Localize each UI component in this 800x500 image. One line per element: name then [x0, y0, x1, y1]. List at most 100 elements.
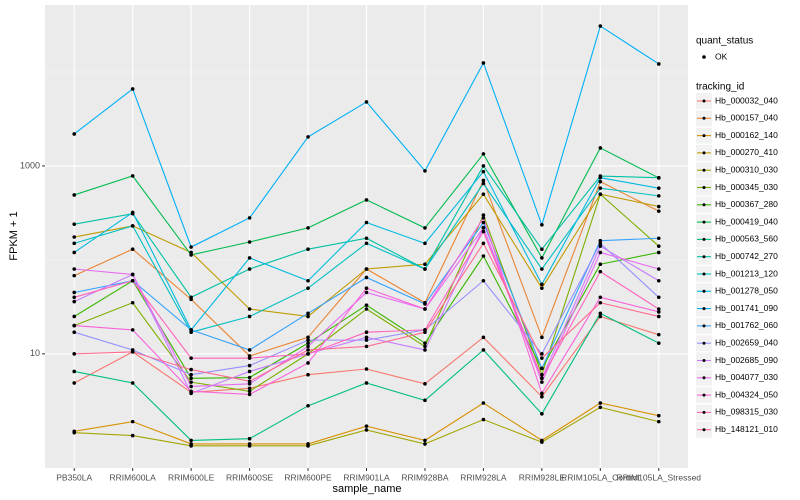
- data-point: [656, 307, 661, 311]
- data-point: [656, 413, 661, 418]
- data-point: [481, 213, 486, 217]
- data-point: [481, 254, 486, 258]
- legend-label: Hb_148121_010: [715, 424, 778, 434]
- data-point: [656, 204, 661, 209]
- legend-label: Hb_000367_280: [715, 199, 778, 209]
- data-point: [72, 273, 77, 278]
- legend-label: Hb_000157_040: [715, 113, 778, 123]
- data-point: [598, 244, 603, 248]
- data-point: [481, 216, 486, 220]
- y-tick-label: 1000: [20, 160, 40, 170]
- data-point: [247, 444, 252, 448]
- legend-key-point: [702, 272, 706, 276]
- x-tick-label: RRIM600LE: [168, 472, 215, 482]
- data-point: [72, 314, 77, 319]
- data-point: [540, 247, 544, 251]
- data-point: [247, 386, 252, 391]
- data-point: [306, 341, 310, 345]
- data-point: [247, 307, 252, 311]
- legend-key-point: [702, 151, 706, 155]
- data-point: [598, 146, 603, 150]
- legend-key-point: [702, 99, 706, 103]
- x-tick-label: PB350LA: [56, 472, 92, 482]
- data-point: [598, 401, 603, 405]
- data-point: [364, 344, 369, 349]
- x-tick-label: RRIM928LE: [519, 472, 566, 482]
- x-tick-label: RRIM600SE: [226, 472, 274, 482]
- data-point: [130, 272, 135, 277]
- data-point: [656, 332, 661, 337]
- data-point: [481, 164, 486, 168]
- legend-key-point: [702, 168, 706, 172]
- data-point: [306, 361, 310, 365]
- legend-title: tracking_id: [696, 82, 744, 93]
- legend-label: Hb_001762_060: [715, 320, 778, 330]
- data-point: [306, 352, 310, 356]
- legend-label: OK: [715, 51, 728, 61]
- data-point: [423, 382, 427, 386]
- data-point: [306, 444, 310, 448]
- x-tick-label: RRIM901LA: [343, 472, 390, 482]
- data-point: [189, 253, 193, 257]
- data-point: [72, 222, 77, 226]
- data-point: [364, 381, 369, 385]
- legend-label: Hb_002659_040: [715, 337, 778, 347]
- data-point: [481, 229, 486, 234]
- data-point: [481, 417, 486, 422]
- data-point: [598, 269, 603, 274]
- data-point: [72, 381, 77, 385]
- data-point: [656, 186, 661, 190]
- data-point: [306, 278, 310, 283]
- data-point: [247, 379, 252, 384]
- data-point: [656, 310, 661, 314]
- data-point: [72, 430, 77, 435]
- x-tick-label: RRIM928BA: [401, 472, 449, 482]
- data-point: [540, 223, 544, 227]
- data-point: [189, 384, 193, 389]
- data-point: [656, 175, 661, 180]
- data-point: [481, 220, 486, 225]
- data-point: [656, 244, 661, 248]
- legend-key-point: [702, 428, 706, 432]
- data-point: [423, 302, 427, 306]
- data-point: [247, 216, 252, 220]
- data-point: [540, 286, 544, 290]
- data-point: [189, 367, 193, 372]
- data-point: [247, 389, 252, 394]
- data-point: [306, 135, 310, 139]
- data-point: [423, 341, 427, 345]
- data-point: [189, 356, 193, 360]
- legend-label: Hb_000310_030: [715, 164, 778, 174]
- data-point: [364, 367, 369, 371]
- legend-key-point: [702, 116, 706, 120]
- data-point: [656, 341, 661, 345]
- data-point: [72, 323, 77, 328]
- data-point: [481, 225, 486, 230]
- data-point: [364, 338, 369, 342]
- data-point: [540, 352, 544, 356]
- data-point: [364, 198, 369, 202]
- data-point: [306, 372, 310, 377]
- legend-label: Hb_001278_050: [715, 286, 778, 296]
- data-point: [481, 178, 486, 183]
- legend-label: Hb_000419_040: [715, 216, 778, 226]
- data-point: [656, 295, 661, 300]
- data-point: [598, 192, 603, 197]
- data-point: [656, 62, 661, 66]
- data-point: [423, 344, 427, 349]
- x-tick-label: RRIM105LA_Control: [561, 472, 640, 482]
- y-tick-label: 10: [30, 348, 40, 358]
- data-point: [130, 210, 135, 215]
- data-point: [189, 372, 193, 377]
- data-point: [72, 193, 77, 197]
- data-point: [656, 209, 661, 213]
- data-point: [72, 352, 77, 356]
- data-point: [598, 24, 603, 28]
- data-point: [130, 433, 135, 438]
- data-point: [481, 61, 486, 65]
- data-point: [598, 295, 603, 300]
- data-point: [247, 256, 252, 260]
- data-point: [598, 238, 603, 243]
- legend-key-point: [702, 324, 706, 328]
- data-point: [656, 278, 661, 283]
